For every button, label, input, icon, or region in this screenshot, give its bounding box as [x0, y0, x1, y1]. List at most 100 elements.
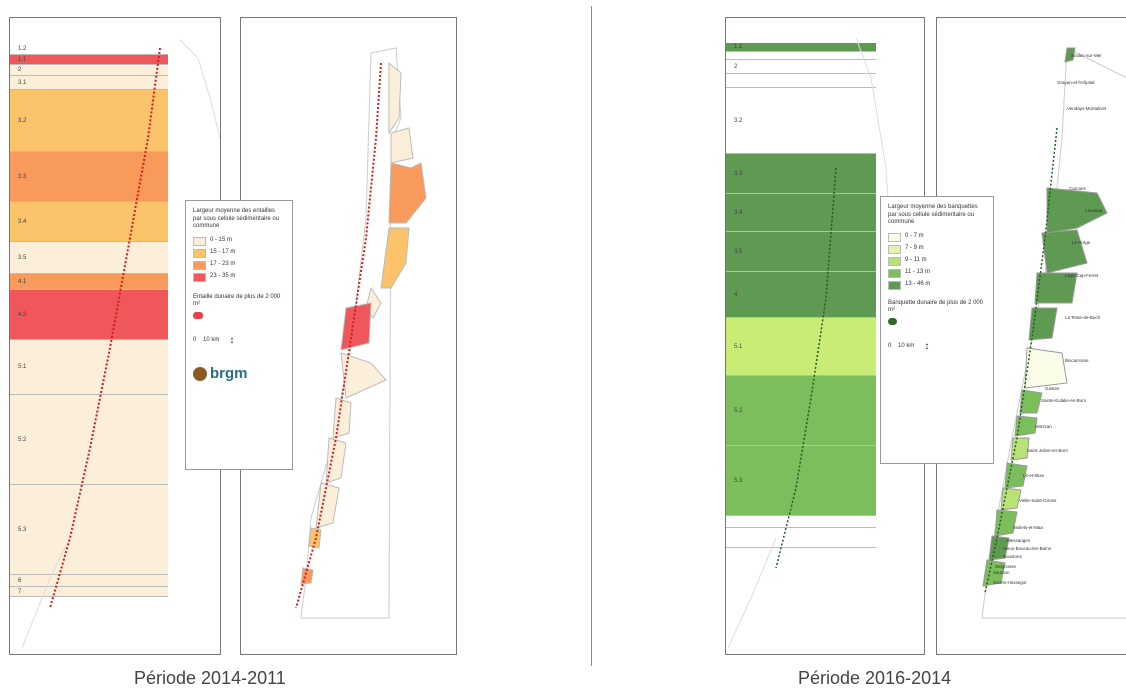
- panel-divider: [591, 6, 592, 666]
- left-legend-label: 15 - 17 m: [210, 249, 236, 256]
- left-legend-row: 17 - 23 m: [193, 260, 285, 270]
- right-legend-swatch: [888, 244, 901, 254]
- right-legend-label: 0 - 7 m: [905, 233, 924, 240]
- left-band-8: 4.1: [10, 274, 168, 290]
- commune-label: La Teste-de-Buch: [1065, 315, 1101, 320]
- left-legend-swatch: [193, 272, 206, 282]
- north-arrow-icon: ↕: [229, 334, 235, 346]
- commune-label: Soustons: [1003, 554, 1022, 559]
- commune-label: Seignosse: [995, 564, 1017, 569]
- right-commune-polygon: [988, 535, 1010, 561]
- left-band-7: 3.5: [10, 242, 168, 274]
- right-band-label: 5.1: [734, 343, 743, 350]
- left-legend-label: 23 - 35 m: [210, 273, 236, 280]
- left-legend-swatch: [193, 248, 206, 258]
- right-legend-swatch: [888, 268, 901, 278]
- right-map-svg: [981, 47, 1126, 619]
- right-band-label: 3.5: [734, 248, 743, 255]
- left-commune-polygon: [315, 482, 340, 529]
- left-legend-point-symbol: [193, 311, 203, 319]
- left-band-stack: 1.2 1.1 2 3.1 3.2 3.3 3.4 3.5 4.1 4.2 5.1 5.2 5.3 6 7: [10, 44, 168, 627]
- left-band-label: 2: [18, 67, 22, 73]
- commune-label: Le Porge: [1072, 240, 1091, 245]
- right-band-13: [726, 528, 876, 548]
- left-band-14: 7: [10, 587, 168, 597]
- left-commune-polygon: [300, 567, 314, 585]
- right-commune-polygon: [1010, 437, 1030, 461]
- left-erosion-points-line: [49, 47, 161, 609]
- left-legend-row: 0 - 15 m: [193, 236, 285, 246]
- left-band-label: 3.3: [18, 173, 27, 180]
- right-commune-polygon: [994, 509, 1018, 537]
- left-band-5: 3.3: [10, 152, 168, 202]
- left-scale-bar: 0 10 km: [193, 337, 220, 343]
- commune-label: Vieux-Boucau-les-Bains: [1003, 546, 1051, 551]
- right-legend-swatch: [888, 280, 901, 290]
- commune-label: Soorts-Hossegor: [993, 580, 1027, 585]
- right-commune-polygon: [1034, 272, 1078, 304]
- commune-label: Gastes: [1045, 386, 1060, 391]
- commune-label: Mimizan: [1035, 424, 1052, 429]
- left-commune-polygon: [388, 61, 402, 135]
- right-map-erosion-line: [984, 127, 1058, 594]
- left-legend-row: 23 - 35 m: [193, 272, 285, 282]
- left-legend-row: 15 - 17 m: [193, 248, 285, 258]
- right-band-10: 5.2: [726, 376, 876, 446]
- right-band-0: 1.1: [726, 43, 876, 52]
- left-band-label: 4.1: [18, 278, 27, 285]
- left-legend-title: Largeur moyenne des entailles par sous c…: [193, 208, 280, 229]
- right-legend-row: 9 - 11 m: [888, 256, 986, 266]
- left-band-11: 5.2: [10, 395, 168, 485]
- commune-label: Carcans: [1069, 186, 1086, 191]
- left-band-label: 3.5: [18, 254, 27, 261]
- commune-label: Biscarrosse: [1065, 358, 1089, 363]
- commune-label: Moliets-et-Maa: [1013, 525, 1043, 530]
- brgm-logo-text: brgm: [210, 365, 248, 382]
- right-legend-label: 11 - 13 m: [905, 269, 930, 276]
- right-band-label: 1.1: [734, 44, 743, 50]
- right-band-6: 3.4: [726, 194, 876, 232]
- commune-label: Vielle-Saint-Girons: [1019, 498, 1057, 503]
- right-band-label: 3.4: [734, 209, 743, 216]
- right-legend-swatch: [888, 256, 901, 266]
- left-coastline-svg: [21, 39, 220, 649]
- left-band-10: 5.1: [10, 340, 168, 395]
- left-band-label: 4.2: [18, 311, 27, 318]
- commune-label: Vendays-Montalivet: [1067, 106, 1107, 111]
- right-band-label: 3.3: [734, 170, 743, 177]
- left-commune-polygon: [332, 397, 352, 439]
- right-legend: Largeur moyenne des banquettes par sous …: [880, 196, 994, 464]
- right-band-9: 5.1: [726, 318, 876, 376]
- left-legend-swatch: [193, 260, 206, 270]
- commune-label: Saint-Julien-en-Born: [1027, 448, 1069, 453]
- left-commune-polygon: [325, 437, 347, 484]
- right-legend-row: 7 - 9 m: [888, 244, 986, 254]
- right-commune-polygon: [1019, 389, 1043, 414]
- left-map-erosion-line: [295, 62, 382, 609]
- right-commune-polygon: [1024, 347, 1068, 389]
- right-legend-label: 7 - 9 m: [905, 245, 924, 252]
- left-band-6: 3.4: [10, 202, 168, 242]
- left-band-label: 6: [18, 577, 22, 584]
- right-legend-row: 13 - 46 m: [888, 280, 986, 290]
- left-band-label: 1.1: [18, 56, 27, 63]
- commune-label: Soulac-sur-Mer: [1071, 53, 1102, 58]
- right-band-label: 4: [734, 291, 738, 298]
- left-band-label: 1.2: [18, 46, 27, 52]
- left-band-label: 3.1: [18, 79, 27, 86]
- right-legend-swatch: [888, 232, 901, 242]
- right-commune-polygon: [1028, 307, 1058, 341]
- left-band-3: 3.1: [10, 76, 168, 90]
- left-band-9: 4.2: [10, 290, 168, 340]
- brgm-logo-icon: [193, 367, 207, 382]
- right-band-2: 2: [726, 60, 876, 74]
- right-scale-bar: 0 10 km: [888, 343, 915, 349]
- right-legend-items: 0 - 7 m 7 - 9 m 9 - 11 m 11 - 13 m 13 - 46 m: [888, 232, 986, 290]
- right-legend-label: 9 - 11 m: [905, 257, 927, 264]
- left-legend-label: 17 - 23 m: [210, 261, 236, 268]
- left-commune-polygon: [380, 227, 410, 289]
- right-band-12: [726, 516, 876, 528]
- commune-label: Saubion: [993, 570, 1010, 575]
- right-band-8: 4: [726, 272, 876, 318]
- commune-label: Grayan-et-l'Hôpital: [1057, 80, 1095, 85]
